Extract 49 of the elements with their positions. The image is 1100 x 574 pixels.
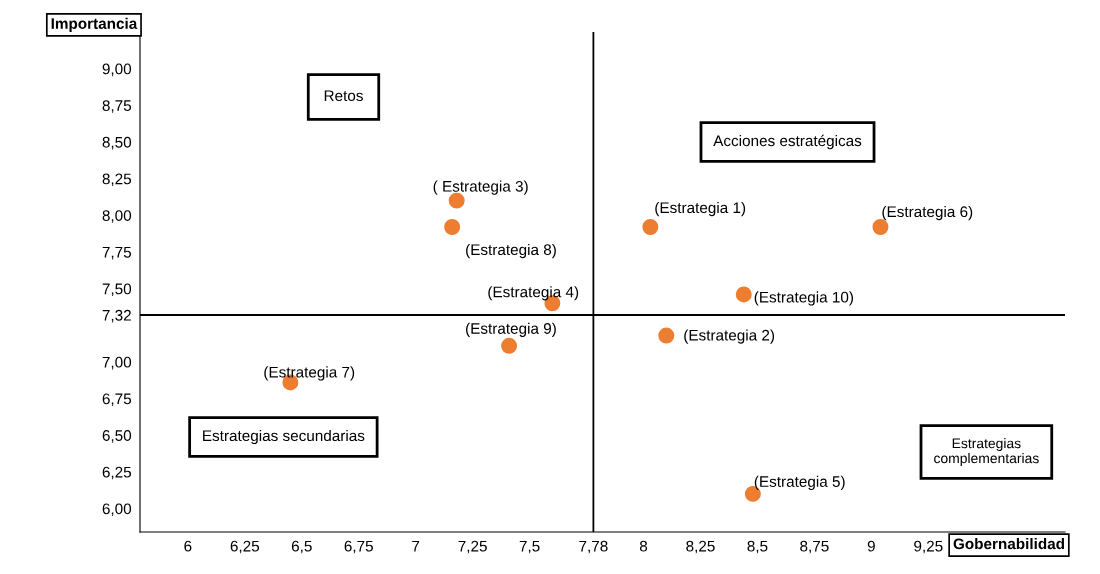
y-tick-label: 8,75: [102, 100, 132, 113]
y-tick-label: 6,25: [102, 466, 132, 480]
x-tick-label: 8,5: [747, 540, 768, 554]
x-tick-label: 8,75: [800, 540, 829, 554]
point: [642, 219, 659, 235]
y-tick-label: 8,50: [102, 136, 132, 150]
annotation: ( Estrategia 3): [433, 180, 528, 195]
x-axis-title: Gobernabilidad: [953, 538, 1064, 550]
y-axis-title: Importancia: [51, 17, 138, 32]
point: [872, 219, 889, 235]
annotation: (Estrategia 6): [882, 205, 973, 221]
x-tick-label: 6: [184, 540, 192, 552]
annotation: (Estrategia 10): [754, 291, 854, 306]
annotation: (Estrategia 5): [754, 475, 845, 490]
x-tick-label: 8,25: [686, 540, 715, 554]
point: [735, 286, 752, 303]
x-tick-label: 7,78: [579, 540, 608, 554]
annotation: (Estrategia 9): [466, 322, 556, 337]
point: [444, 219, 461, 235]
y-tick-label: 6,75: [102, 393, 132, 407]
annotation: (Estrategia 7): [264, 366, 355, 381]
y-tick-label: 7,75: [102, 246, 132, 260]
annotation: Retos: [324, 90, 363, 102]
x-tick-label: 7,5: [519, 540, 540, 554]
point: [658, 327, 675, 344]
y-tick-label: 7,32: [102, 309, 131, 323]
annotation: Estrategias secundarias: [203, 429, 365, 445]
x-tick-label: 6,75: [344, 540, 373, 554]
annotation: (Estrategia 2): [684, 329, 775, 344]
x-tick-label: 7: [412, 540, 420, 552]
annotation: (Estrategia 1): [655, 201, 746, 217]
y-tick-label: 7,00: [102, 356, 132, 370]
y-tick-label: 7,50: [102, 283, 132, 297]
y-tick-label: 6,50: [102, 430, 132, 443]
y-tick-label: 9,00: [102, 63, 132, 77]
x-tick-label: 8: [639, 540, 648, 552]
point: [501, 337, 518, 354]
y-tick-label: 8,00: [102, 210, 132, 223]
annotation: (Estrategia 4): [488, 286, 579, 301]
x-tick-label: 6,25: [230, 540, 260, 554]
y-tick-label: 6,00: [102, 503, 132, 517]
y-tick-label: 8,25: [102, 173, 132, 187]
x-tick-label: 9: [867, 540, 875, 552]
x-tick-label: 6,5: [291, 540, 312, 554]
annotation: Estrategias complementarias: [934, 438, 1039, 466]
x-tick-label: 9,25: [914, 540, 943, 554]
annotation: (Estrategia 8): [466, 243, 556, 259]
annotation: Acciones estratégicas: [713, 134, 862, 150]
x-tick-label: 7,25: [458, 540, 487, 554]
